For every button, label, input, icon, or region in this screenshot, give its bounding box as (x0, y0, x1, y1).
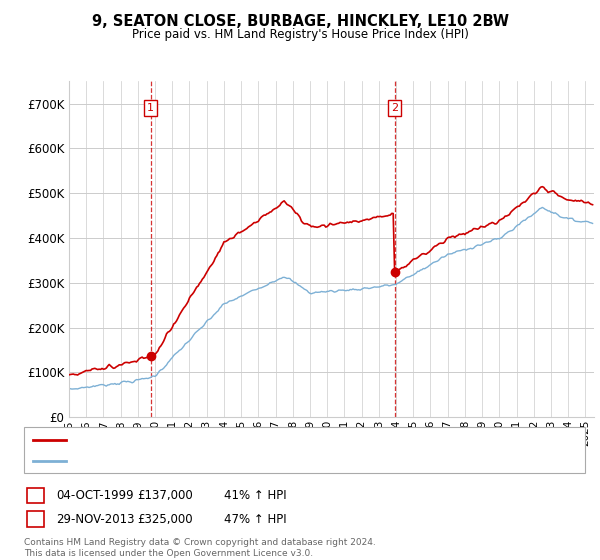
Text: 47% ↑ HPI: 47% ↑ HPI (224, 512, 286, 526)
Text: Contains HM Land Registry data © Crown copyright and database right 2024.: Contains HM Land Registry data © Crown c… (24, 538, 376, 547)
Text: 29-NOV-2013: 29-NOV-2013 (56, 512, 134, 526)
Text: 9, SEATON CLOSE, BURBAGE, HINCKLEY, LE10 2BW: 9, SEATON CLOSE, BURBAGE, HINCKLEY, LE10… (91, 14, 509, 29)
Text: £137,000: £137,000 (137, 489, 193, 502)
Text: £325,000: £325,000 (137, 512, 193, 526)
Text: 9, SEATON CLOSE, BURBAGE, HINCKLEY, LE10 2BW (detached house): 9, SEATON CLOSE, BURBAGE, HINCKLEY, LE10… (72, 435, 433, 445)
Text: 1: 1 (147, 103, 154, 113)
Text: This data is licensed under the Open Government Licence v3.0.: This data is licensed under the Open Gov… (24, 549, 313, 558)
Text: 04-OCT-1999: 04-OCT-1999 (56, 489, 133, 502)
Text: HPI: Average price, detached house, Hinckley and Bosworth: HPI: Average price, detached house, Hinc… (72, 456, 385, 466)
Text: Price paid vs. HM Land Registry's House Price Index (HPI): Price paid vs. HM Land Registry's House … (131, 28, 469, 41)
Text: 1: 1 (32, 489, 39, 502)
Text: 41% ↑ HPI: 41% ↑ HPI (224, 489, 286, 502)
Text: 2: 2 (391, 103, 398, 113)
Text: 2: 2 (32, 512, 39, 526)
